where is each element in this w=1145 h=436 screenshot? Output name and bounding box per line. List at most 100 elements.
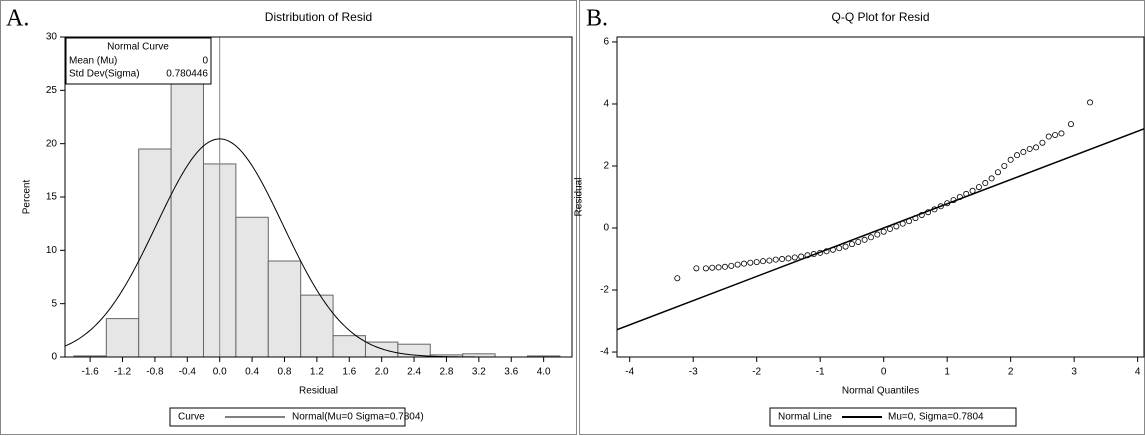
- y-tick-label: 5: [51, 298, 57, 309]
- point: [836, 245, 843, 252]
- x-tick-label: -1.2: [114, 367, 132, 378]
- point: [1067, 121, 1074, 128]
- x-tick-label: -1.6: [81, 367, 99, 378]
- point: [693, 265, 700, 272]
- plot-frame: [616, 36, 1145, 358]
- point: [994, 169, 1001, 176]
- x-tick-label: -3: [689, 367, 698, 378]
- point: [969, 187, 976, 194]
- x-tick-label: 1: [944, 367, 950, 378]
- point: [674, 275, 681, 282]
- x-tick-label: 0.4: [245, 367, 259, 378]
- panel-border: [579, 0, 1145, 435]
- point: [880, 228, 887, 235]
- x-tick-label: 0.0: [213, 367, 227, 378]
- chart-title: Distribution of Resid: [265, 10, 372, 24]
- y-tick-label: -4: [600, 347, 609, 358]
- x-tick-label: 2.0: [375, 367, 389, 378]
- x-axis-label: Normal Quantiles: [842, 386, 919, 397]
- y-tick-label: 6: [603, 37, 609, 48]
- point: [760, 258, 767, 265]
- y-tick-label: 4: [603, 99, 609, 110]
- y-axis-label: Residual: [574, 178, 585, 217]
- point: [721, 263, 728, 270]
- y-tick-label: 25: [46, 85, 58, 96]
- point: [867, 234, 874, 241]
- y-tick-label: 20: [46, 138, 58, 149]
- x-tick-label: 2: [1008, 367, 1014, 378]
- inset-row-label: Mean (Mu): [69, 56, 117, 67]
- point: [747, 259, 754, 266]
- y-tick-label: 30: [46, 32, 58, 43]
- point: [950, 197, 957, 204]
- y-tick-label: -2: [600, 285, 609, 296]
- inset-row-label: Std Dev(Sigma): [69, 69, 140, 80]
- inset-title: Normal Curve: [107, 42, 169, 53]
- point: [887, 225, 894, 232]
- point: [779, 256, 786, 263]
- point: [817, 249, 824, 256]
- point: [772, 256, 779, 263]
- point: [1045, 133, 1052, 140]
- legend-box: [169, 407, 406, 427]
- point: [874, 231, 881, 238]
- bar: [300, 294, 334, 357]
- point: [1052, 131, 1059, 138]
- x-tick-label: 4.0: [537, 367, 551, 378]
- point: [1039, 139, 1046, 146]
- panel-label: B.: [586, 6, 608, 32]
- point: [791, 254, 798, 261]
- point: [975, 184, 982, 191]
- point: [823, 248, 830, 255]
- y-tick-label: 0: [603, 223, 609, 234]
- x-tick-label: -2: [752, 367, 761, 378]
- point: [956, 193, 963, 200]
- point: [1007, 156, 1014, 163]
- panel-border: [0, 0, 577, 435]
- legend-label: Normal(Mu=0 Sigma=0.7804): [292, 412, 424, 423]
- x-tick-label: 3: [1071, 367, 1077, 378]
- inset-box: [65, 37, 212, 85]
- point: [753, 259, 760, 266]
- point: [963, 190, 970, 197]
- point: [804, 252, 811, 259]
- point: [702, 265, 709, 272]
- x-tick-label: 3.2: [472, 367, 486, 378]
- y-tick-label: 10: [46, 245, 58, 256]
- legend-label: Mu=0, Sigma=0.7804: [888, 412, 984, 423]
- legend-title: Normal Line: [778, 412, 832, 423]
- point: [740, 260, 747, 267]
- point: [842, 243, 849, 250]
- x-tick-label: 0: [881, 367, 887, 378]
- panel-label: A.: [6, 6, 29, 32]
- point: [988, 175, 995, 182]
- x-tick-label: 3.6: [504, 367, 518, 378]
- y-tick-label: 15: [46, 192, 58, 203]
- point: [944, 200, 951, 207]
- x-axis-label: Residual: [299, 386, 338, 397]
- bar: [235, 216, 269, 357]
- x-tick-label: 1.2: [310, 367, 324, 378]
- x-tick-label: -4: [625, 367, 634, 378]
- point: [766, 257, 773, 264]
- bar: [138, 148, 172, 357]
- y-tick-label: 0: [51, 352, 57, 363]
- point: [899, 220, 906, 227]
- x-tick-label: -1: [816, 367, 825, 378]
- bar: [267, 260, 302, 357]
- point: [1058, 130, 1065, 137]
- point: [715, 264, 722, 271]
- bar: [170, 82, 204, 357]
- point: [734, 261, 741, 268]
- x-tick-label: 0.8: [278, 367, 292, 378]
- point: [893, 223, 900, 230]
- legend-title: Curve: [178, 412, 205, 423]
- point: [798, 253, 805, 260]
- point: [912, 215, 919, 222]
- chart-title: Q-Q Plot for Resid: [831, 10, 929, 24]
- inset-row-value: 0: [202, 56, 208, 67]
- point: [937, 203, 944, 210]
- point: [848, 241, 855, 248]
- point: [1033, 144, 1040, 151]
